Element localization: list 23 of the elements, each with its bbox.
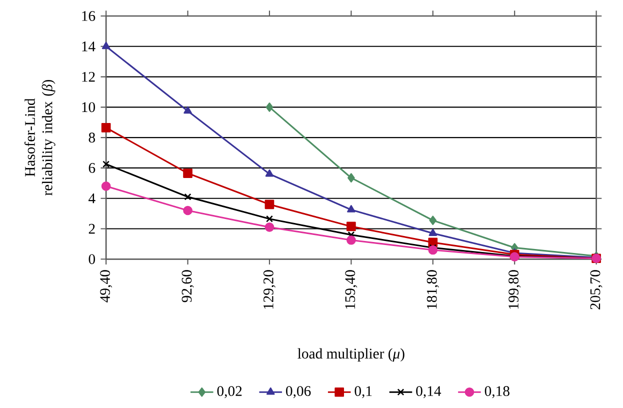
x-tick-label: 129,20	[263, 270, 276, 309]
x-tick-label: 159,40	[345, 270, 358, 309]
legend-label: 0,02	[217, 386, 242, 398]
x-tick-label: 205,70	[590, 270, 602, 310]
y-tick-label: 4	[88, 193, 96, 204]
y-tick-label: 6	[88, 162, 96, 173]
legend-label: 0,14	[416, 386, 442, 398]
y-axis-title: Hasofer-Lind reliability index (β)	[24, 80, 56, 196]
y-tick-label: 16	[82, 10, 96, 21]
x-tick-label: 49,40	[100, 270, 112, 302]
legend-label: 0,1	[354, 386, 372, 398]
legend-label: 0,18	[484, 386, 510, 398]
x-tick-label: 181,80	[426, 270, 439, 309]
y-tick-label: 10	[82, 102, 96, 112]
y-tick-label: 12	[82, 72, 95, 82]
y-tick-label: 14	[82, 41, 96, 52]
y-tick-label: 8	[88, 132, 96, 142]
y-tick-label: 0	[88, 254, 96, 264]
y-tick-label: 2	[88, 224, 95, 234]
x-tick-label: 199,80	[508, 270, 521, 309]
x-axis-title: load multiplier (μ)	[298, 348, 404, 362]
legend-label: 0,06	[286, 386, 311, 398]
x-tick-label: 92,60	[182, 270, 194, 302]
